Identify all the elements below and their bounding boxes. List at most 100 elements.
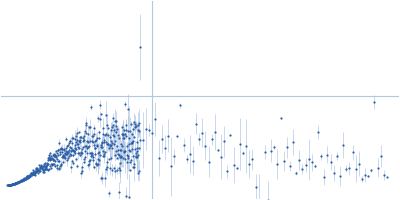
Point bbox=[12, 181, 19, 185]
Point bbox=[30, 168, 36, 172]
Point bbox=[70, 153, 76, 157]
Point bbox=[40, 168, 46, 171]
Point bbox=[82, 149, 89, 152]
Point bbox=[39, 167, 45, 171]
Point bbox=[74, 138, 80, 141]
Point bbox=[66, 154, 72, 157]
Point bbox=[352, 167, 359, 170]
Point bbox=[113, 149, 119, 152]
Point bbox=[29, 173, 36, 176]
Point bbox=[51, 152, 57, 155]
Point bbox=[90, 144, 97, 147]
Point bbox=[135, 153, 141, 156]
Point bbox=[7, 183, 14, 186]
Point bbox=[136, 129, 142, 133]
Point bbox=[117, 162, 123, 165]
Point bbox=[33, 170, 40, 174]
Point bbox=[22, 177, 29, 180]
Point bbox=[100, 138, 107, 142]
Point bbox=[132, 123, 138, 126]
Point bbox=[48, 166, 54, 170]
Point bbox=[82, 145, 88, 148]
Point bbox=[67, 139, 73, 142]
Point bbox=[123, 123, 130, 126]
Point bbox=[162, 146, 168, 149]
Point bbox=[112, 130, 119, 133]
Point bbox=[359, 178, 365, 181]
Point bbox=[64, 145, 70, 148]
Point bbox=[91, 165, 97, 168]
Point bbox=[121, 149, 127, 153]
Point bbox=[121, 150, 127, 153]
Point bbox=[50, 157, 56, 160]
Point bbox=[116, 154, 122, 157]
Point bbox=[17, 180, 24, 183]
Point bbox=[79, 147, 86, 151]
Point bbox=[96, 151, 102, 154]
Point bbox=[61, 156, 68, 159]
Point bbox=[46, 155, 52, 158]
Point bbox=[31, 173, 37, 176]
Point bbox=[98, 176, 104, 180]
Point bbox=[101, 154, 108, 157]
Point bbox=[69, 148, 75, 151]
Point bbox=[85, 132, 91, 135]
Point bbox=[45, 157, 52, 160]
Point bbox=[83, 123, 90, 127]
Point bbox=[115, 153, 121, 156]
Point bbox=[78, 150, 84, 153]
Point bbox=[86, 163, 92, 166]
Point bbox=[109, 168, 115, 172]
Point bbox=[135, 124, 141, 127]
Point bbox=[70, 149, 76, 152]
Point bbox=[105, 133, 111, 136]
Point bbox=[98, 143, 104, 146]
Point bbox=[119, 133, 126, 136]
Point bbox=[13, 182, 19, 185]
Point bbox=[47, 158, 53, 161]
Point bbox=[75, 152, 81, 155]
Point bbox=[20, 177, 26, 181]
Point bbox=[96, 118, 103, 121]
Point bbox=[15, 181, 21, 184]
Point bbox=[35, 169, 42, 172]
Point bbox=[77, 139, 83, 142]
Point bbox=[9, 183, 16, 186]
Point bbox=[130, 139, 136, 143]
Point bbox=[114, 168, 120, 172]
Point bbox=[61, 154, 67, 157]
Point bbox=[374, 166, 381, 169]
Point bbox=[129, 155, 136, 158]
Point bbox=[328, 161, 334, 164]
Point bbox=[115, 190, 122, 193]
Point bbox=[122, 128, 129, 131]
Point bbox=[15, 180, 21, 184]
Point bbox=[89, 134, 96, 138]
Point bbox=[29, 173, 35, 176]
Point bbox=[6, 183, 12, 187]
Point bbox=[56, 160, 62, 163]
Point bbox=[52, 154, 59, 158]
Point bbox=[124, 156, 131, 159]
Point bbox=[36, 169, 43, 173]
Point bbox=[177, 104, 184, 107]
Point bbox=[16, 180, 22, 184]
Point bbox=[94, 144, 100, 147]
Point bbox=[85, 144, 92, 148]
Point bbox=[45, 158, 51, 162]
Point bbox=[8, 183, 14, 186]
Point bbox=[114, 156, 120, 159]
Point bbox=[290, 141, 296, 144]
Point bbox=[32, 171, 38, 174]
Point bbox=[58, 162, 64, 166]
Point bbox=[92, 152, 99, 155]
Point bbox=[46, 167, 52, 170]
Point bbox=[110, 116, 116, 119]
Point bbox=[86, 160, 92, 163]
Point bbox=[55, 148, 62, 151]
Point bbox=[95, 158, 101, 161]
Point bbox=[25, 177, 32, 180]
Point bbox=[70, 161, 77, 164]
Point bbox=[92, 146, 98, 149]
Point bbox=[174, 135, 180, 138]
